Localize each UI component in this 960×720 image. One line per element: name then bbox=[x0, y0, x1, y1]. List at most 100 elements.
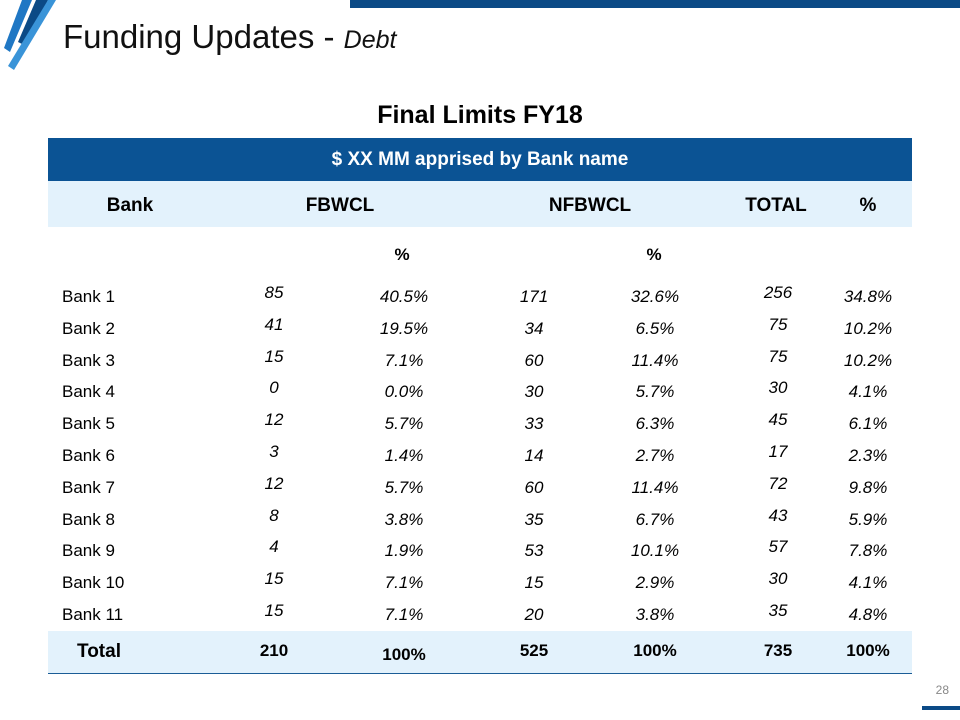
cell-bank: Bank 10 bbox=[62, 573, 125, 593]
cell-bank: Bank 11 bbox=[62, 604, 124, 624]
cell-pct: 7.8% bbox=[848, 541, 888, 561]
subheader-nfb-pct: % bbox=[646, 245, 662, 264]
cell-nfbwcl-pct: 32.6% bbox=[630, 287, 680, 306]
cell-total: 30 bbox=[768, 569, 788, 589]
cell-bank: Bank 6 bbox=[62, 445, 115, 465]
total-total: 735 bbox=[763, 640, 793, 660]
cell-total: 45 bbox=[768, 410, 788, 430]
cell-fbwcl: 15 bbox=[264, 346, 284, 366]
total-label: Total bbox=[77, 640, 121, 662]
cell-fbwcl: 3 bbox=[269, 441, 279, 461]
cell-total: 17 bbox=[768, 441, 788, 461]
table-row: Bank 1 85 40.5% 171 32.6% 256 34.8% bbox=[48, 277, 912, 309]
cell-fbwcl: 4 bbox=[269, 537, 279, 557]
cell-nfbwcl-pct: 11.4% bbox=[631, 477, 679, 497]
cell-total: 75 bbox=[768, 314, 788, 334]
cell-nfbwcl: 34 bbox=[524, 318, 544, 338]
cell-bank: Bank 7 bbox=[62, 477, 115, 497]
cell-fbwcl-pct: 7.1% bbox=[384, 604, 424, 624]
cell-nfbwcl-pct: 2.9% bbox=[635, 573, 675, 593]
cell-bank: Bank 9 bbox=[62, 541, 115, 561]
cell-fbwcl: 12 bbox=[264, 473, 284, 493]
table-row: Bank 2 41 19.5% 34 6.5% 75 10.2% bbox=[48, 309, 912, 341]
cell-fbwcl: 85 bbox=[264, 283, 284, 302]
table-row: Bank 6 3 1.4% 14 2.7% 17 2.3% bbox=[48, 436, 912, 468]
cell-bank: Bank 3 bbox=[62, 350, 115, 370]
table-row: Bank 3 15 7.1% 60 11.4% 75 10.2% bbox=[48, 341, 912, 373]
cell-total: 256 bbox=[763, 283, 793, 302]
table-row: Bank 9 4 1.9% 53 10.1% 57 7.8% bbox=[48, 531, 912, 563]
cell-nfbwcl: 14 bbox=[524, 445, 544, 465]
header-total: TOTAL bbox=[745, 195, 807, 216]
cell-nfbwcl: 60 bbox=[524, 350, 544, 370]
total-fb-pct: 100% bbox=[382, 644, 426, 664]
cell-pct: 4.1% bbox=[848, 382, 888, 402]
table-row: Bank 5 12 5.7% 33 6.3% 45 6.1% bbox=[48, 404, 912, 436]
cell-nfbwcl-pct: 6.7% bbox=[635, 509, 675, 529]
cell-nfbwcl-pct: 2.7% bbox=[635, 445, 675, 465]
cell-pct: 9.8% bbox=[848, 477, 888, 497]
cell-nfbwcl: 35 bbox=[524, 509, 544, 529]
total-fb: 210 bbox=[259, 640, 289, 660]
slide-title-main: Funding Updates - bbox=[63, 18, 344, 55]
cell-fbwcl-pct: 5.7% bbox=[384, 477, 424, 497]
total-pct: 100% bbox=[846, 640, 890, 660]
table-row: Bank 8 8 3.8% 35 6.7% 43 5.9% bbox=[48, 500, 912, 532]
cell-total: 35 bbox=[768, 600, 788, 620]
table-total-row: Total 210 100% 525 100% 735 100% bbox=[48, 630, 912, 674]
cell-fbwcl: 8 bbox=[269, 505, 279, 525]
cell-fbwcl: 41 bbox=[264, 314, 284, 334]
subheader-fb-pct: % bbox=[394, 245, 410, 264]
cell-bank: Bank 8 bbox=[62, 509, 115, 529]
cell-fbwcl-pct: 19.5% bbox=[379, 318, 429, 338]
cell-pct: 10.2% bbox=[843, 350, 893, 370]
top-accent-bar bbox=[350, 0, 960, 8]
cell-nfbwcl: 60 bbox=[524, 477, 544, 497]
cell-fbwcl-pct: 7.1% bbox=[384, 573, 424, 593]
debt-limits-table: $ XX MM apprised by Bank name Bank FBWCL… bbox=[48, 138, 912, 674]
table-body: Bank 1 85 40.5% 171 32.6% 256 34.8% Bank 2 41 19.… bbox=[48, 277, 912, 627]
header-fbwcl: FBWCL bbox=[305, 195, 375, 216]
cell-pct: 2.3% bbox=[848, 445, 888, 465]
cell-fbwcl-pct: 0.0% bbox=[384, 382, 424, 402]
cell-nfbwcl-pct: 3.8% bbox=[635, 604, 675, 624]
cell-total: 43 bbox=[768, 505, 788, 525]
cell-total: 57 bbox=[768, 537, 788, 557]
cell-total: 75 bbox=[768, 346, 788, 366]
cell-total: 72 bbox=[768, 473, 788, 493]
cell-total: 30 bbox=[768, 378, 788, 398]
cell-pct: 5.9% bbox=[848, 509, 888, 529]
cell-bank: Bank 2 bbox=[62, 318, 115, 338]
cell-bank: Bank 4 bbox=[62, 382, 115, 402]
table-header-row: Bank FBWCL NFBWCL TOTAL % bbox=[48, 181, 912, 227]
cell-nfbwcl-pct: 10.1% bbox=[630, 541, 680, 561]
cell-nfbwcl: 53 bbox=[524, 541, 544, 561]
page-number: 28 bbox=[935, 683, 949, 697]
table-heading: Final Limits FY18 bbox=[377, 101, 583, 129]
cell-pct: 4.8% bbox=[848, 604, 888, 624]
cell-pct: 34.8% bbox=[843, 287, 893, 306]
cell-nfbwcl-pct: 5.7% bbox=[635, 382, 675, 402]
cell-nfbwcl: 171 bbox=[519, 287, 549, 306]
cell-fbwcl: 0 bbox=[269, 378, 279, 398]
table-row: Bank 4 0 0.0% 30 5.7% 30 4.1% bbox=[48, 372, 912, 404]
header-pct: % bbox=[859, 195, 877, 216]
cell-fbwcl-pct: 1.9% bbox=[384, 541, 424, 561]
cell-nfbwcl: 15 bbox=[524, 573, 544, 593]
slide-title-sub: Debt bbox=[343, 26, 397, 54]
table-row: Bank 7 12 5.7% 60 11.4% 72 9.8% bbox=[48, 468, 912, 500]
cell-nfbwcl-pct: 11.4% bbox=[631, 350, 679, 370]
cell-nfbwcl-pct: 6.5% bbox=[635, 318, 675, 338]
total-nfb-pct: 100% bbox=[633, 640, 677, 660]
cell-fbwcl-pct: 3.8% bbox=[384, 509, 424, 529]
cell-nfbwcl: 30 bbox=[524, 382, 544, 402]
total-nfb: 525 bbox=[519, 640, 549, 660]
header-bank: Bank bbox=[106, 195, 154, 216]
slide-title: Funding Updates - Debt bbox=[63, 18, 396, 56]
slide-logo-stripes bbox=[4, 0, 56, 70]
table-band-label: $ XX MM apprised by Bank name bbox=[48, 138, 912, 181]
table-row: Bank 10 15 7.1% 15 2.9% 30 4.1% bbox=[48, 563, 912, 595]
cell-nfbwcl: 33 bbox=[524, 414, 544, 434]
cell-bank: Bank 1 bbox=[62, 287, 115, 306]
cell-fbwcl: 12 bbox=[264, 410, 284, 430]
